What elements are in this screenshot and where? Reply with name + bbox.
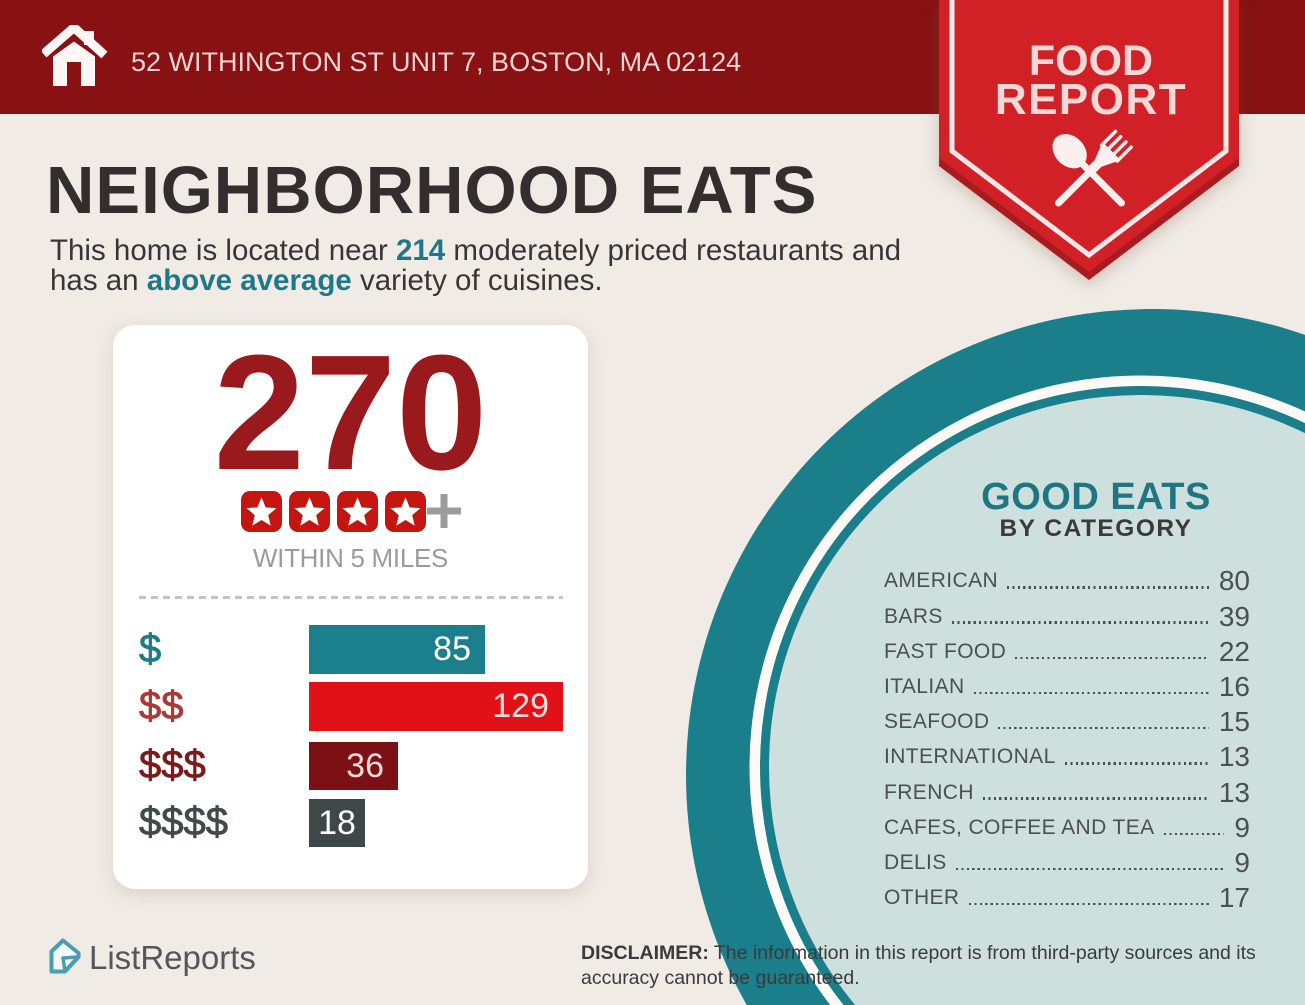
svg-text:REPORT: REPORT bbox=[995, 75, 1187, 124]
svg-text:FOOD: FOOD bbox=[1029, 37, 1153, 85]
